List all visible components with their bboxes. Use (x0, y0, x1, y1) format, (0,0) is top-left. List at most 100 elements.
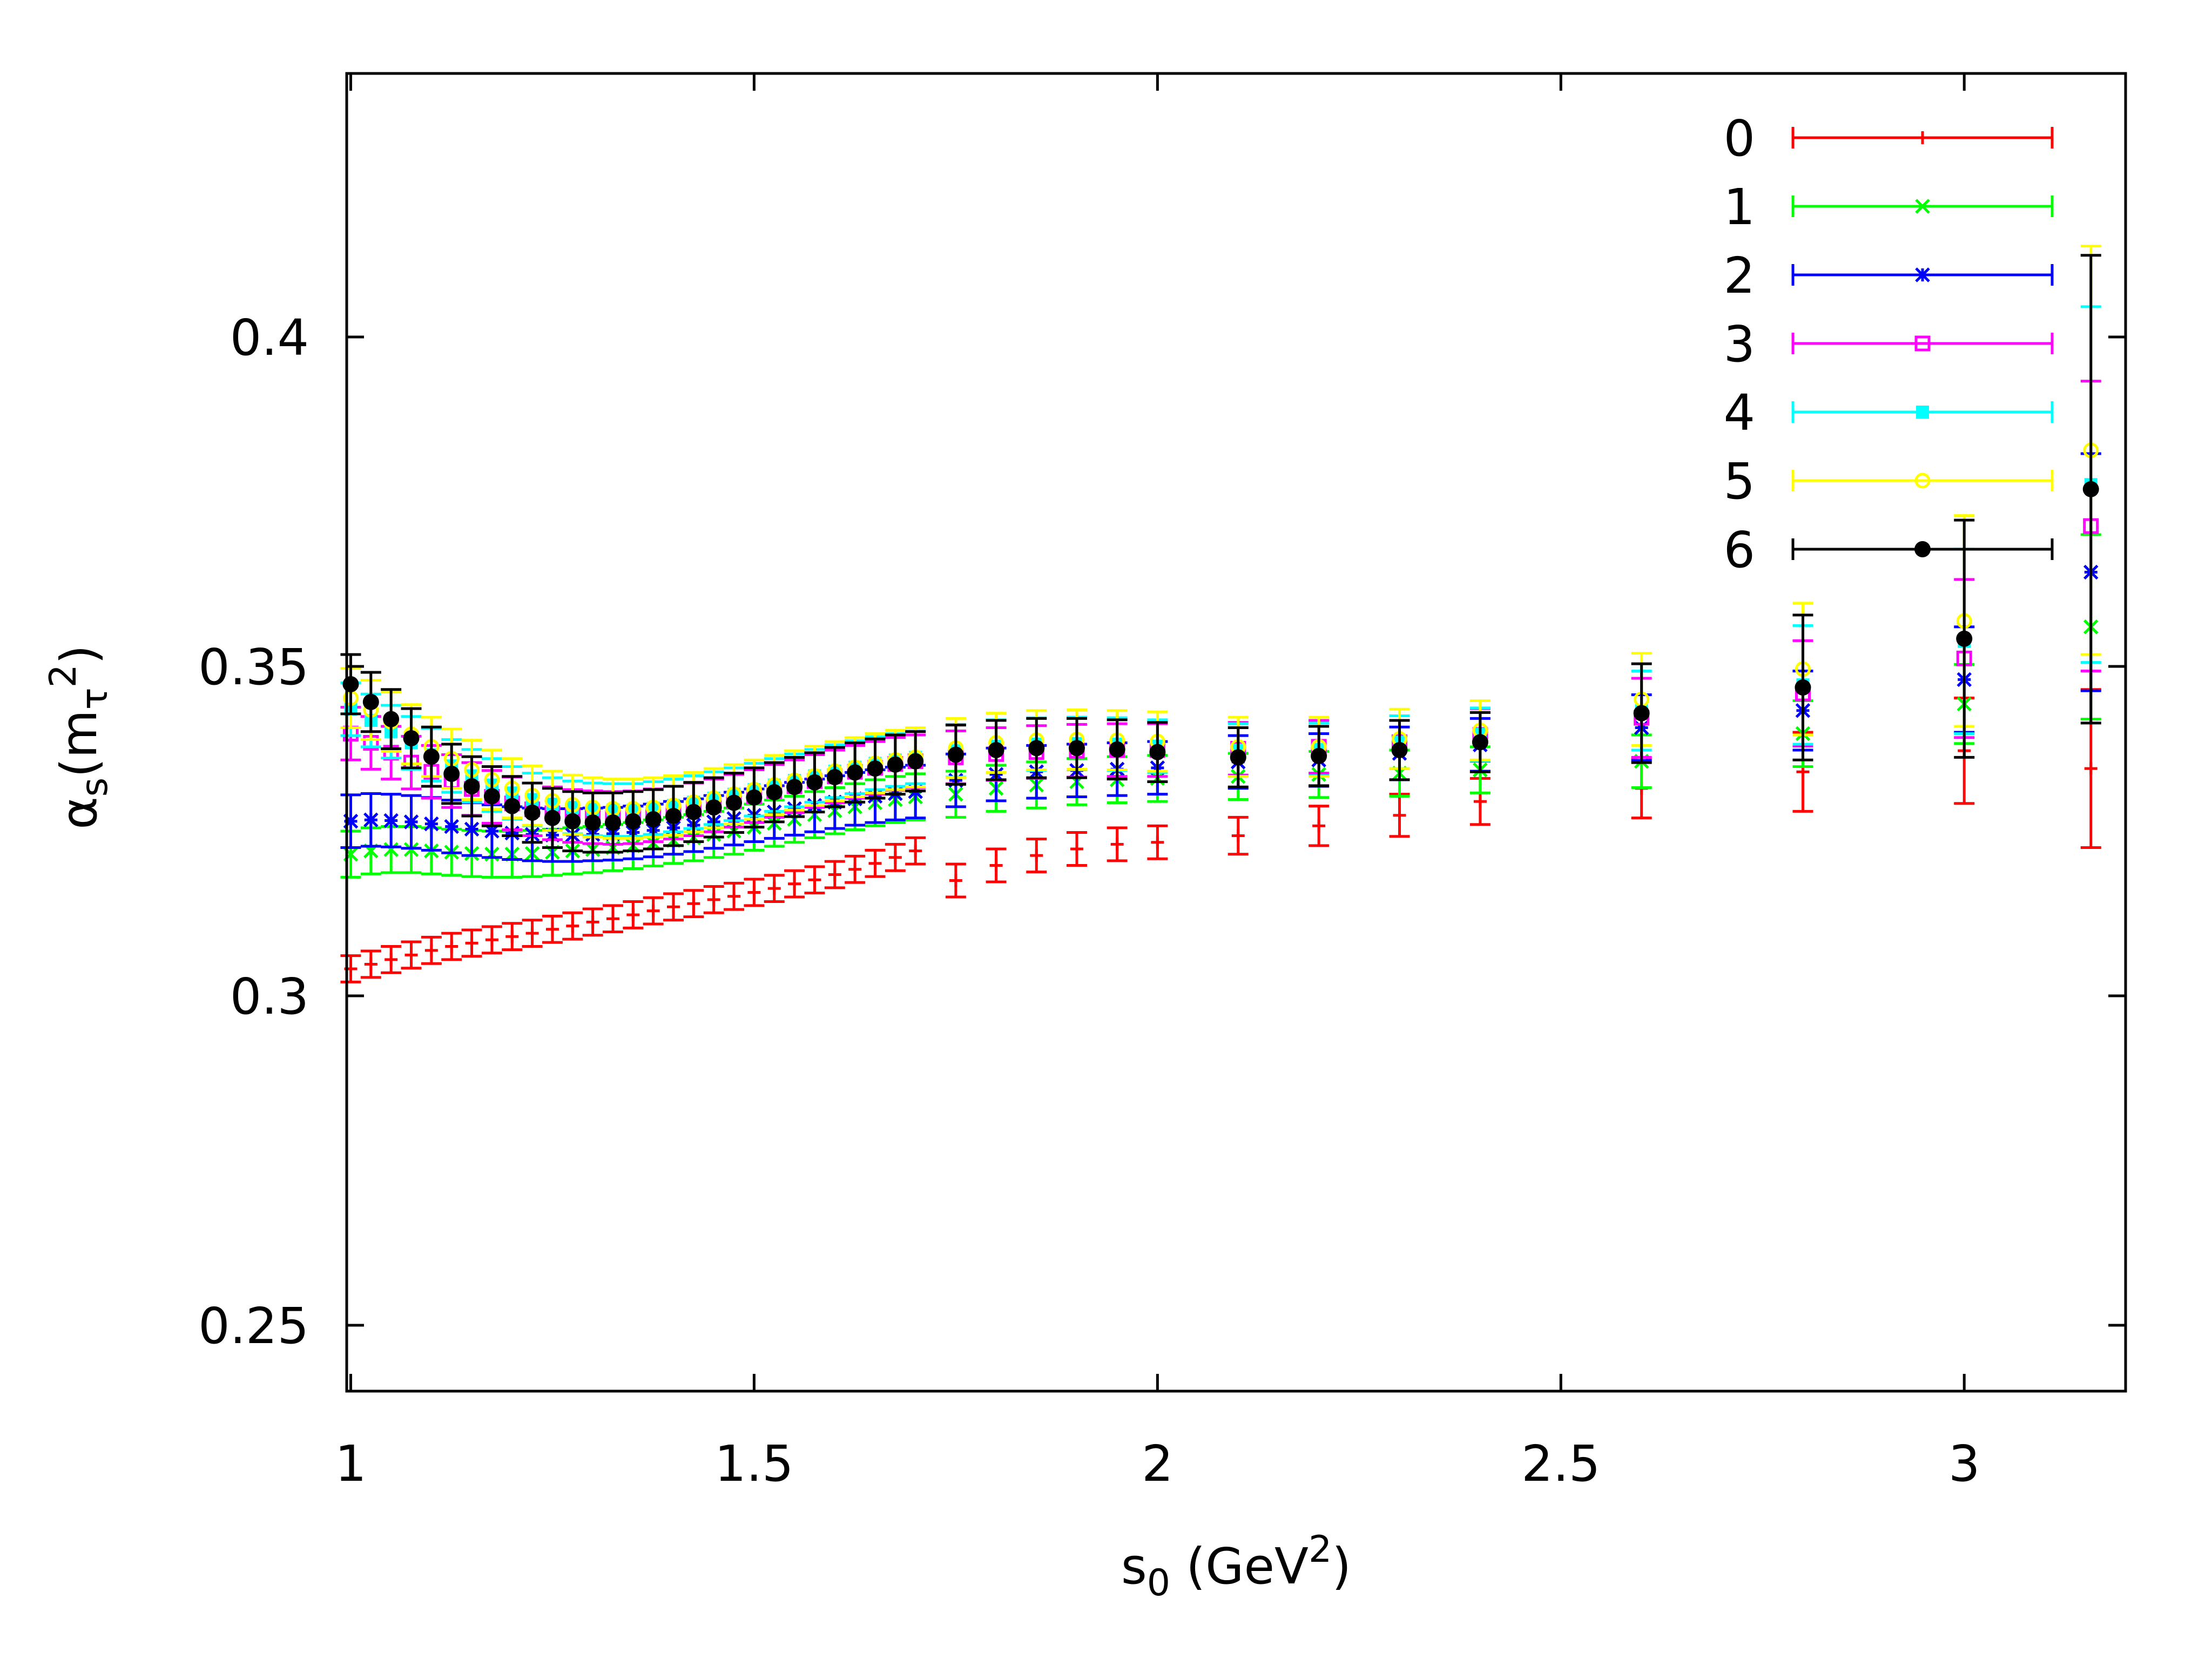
data-point (826, 768, 843, 785)
data-point (483, 788, 500, 805)
data-point (707, 893, 720, 906)
plot-frame (345, 72, 2127, 1393)
data-point (746, 789, 763, 806)
data-point (788, 877, 801, 891)
data-point (786, 779, 803, 795)
data-point (424, 943, 438, 957)
data-point (887, 756, 903, 773)
data-point (584, 814, 601, 831)
data-point (1393, 808, 1406, 822)
x-tick-label: 3 (1948, 1435, 1980, 1493)
x-axis-label-end: ) (1332, 1537, 1351, 1595)
x-axis-label-rest: (GeV (1170, 1537, 1309, 1595)
data-point (626, 908, 640, 921)
data-point (727, 889, 741, 903)
legend-entry-5: 5 (1723, 453, 2054, 510)
data-point (2082, 481, 2099, 497)
legend-marker (1916, 406, 1929, 419)
data-point (828, 868, 841, 881)
data-point (383, 813, 399, 828)
data-point (504, 798, 521, 814)
data-point (1070, 842, 1083, 855)
data-point (443, 765, 460, 782)
data-point (362, 693, 379, 710)
data-point (685, 804, 702, 820)
legend-entry-4: 4 (1723, 384, 2054, 442)
data-point (463, 778, 480, 795)
data-point (586, 915, 599, 929)
data-point (1068, 740, 1085, 757)
data-point (847, 764, 864, 781)
data-point (1231, 829, 1245, 842)
data-point (1028, 740, 1045, 757)
data-point (1956, 630, 1973, 647)
data-point (383, 842, 399, 857)
data-point (989, 859, 1003, 872)
data-point (645, 811, 662, 828)
y-tick-label: 0.35 (198, 638, 309, 696)
x-tick-label: 1 (335, 1435, 367, 1493)
data-point (484, 824, 500, 839)
axes-layer: 1 1.5 2 2.5 3 0.25 0.3 0.35 0.4 (198, 72, 2127, 1493)
data-point (606, 912, 619, 926)
legend-label: 1 (1723, 178, 1755, 236)
legend-marker (1915, 199, 1930, 214)
data-point (646, 904, 660, 918)
data-point (564, 813, 581, 830)
data-point (364, 957, 377, 971)
legend-entry-0: 0 (1723, 110, 2054, 167)
data-point (766, 784, 783, 801)
legend-label: 2 (1723, 247, 1755, 305)
data-point (988, 741, 1004, 758)
legend-marker (1914, 335, 1931, 352)
data-point (465, 936, 478, 950)
data-point (566, 919, 579, 933)
x-tick-label: 1.5 (714, 1435, 793, 1493)
data-point (1110, 838, 1124, 851)
data-point (867, 760, 884, 777)
data-point (848, 862, 862, 876)
legend-label: 3 (1723, 315, 1755, 373)
data-point (1109, 741, 1125, 758)
data-point (1312, 819, 1326, 833)
data-point (808, 873, 821, 887)
x-tick-label: 2.5 (1521, 1435, 1600, 1493)
x-axis-label-sub: 0 (1147, 1562, 1170, 1604)
data-point (767, 882, 781, 895)
data-point (385, 953, 398, 966)
data-point (383, 711, 400, 727)
legend-marker (1916, 131, 1929, 144)
plot-marks (340, 245, 2101, 983)
y-tick-label: 0.4 (230, 309, 309, 367)
data-point (1795, 679, 1811, 696)
data-point (343, 813, 359, 829)
data-point (687, 897, 700, 911)
legend-marker (1914, 541, 1931, 557)
y-axis-label-open: (m (50, 710, 108, 778)
legend-entry-2: 2 (1723, 247, 2054, 305)
data-point (1633, 705, 1650, 721)
legend-label: 0 (1723, 110, 1755, 167)
data-point (909, 844, 922, 858)
legend-error-bar (1791, 333, 2054, 354)
data-point (403, 814, 419, 830)
data-point (544, 810, 561, 826)
data-point (665, 807, 682, 824)
data-point (947, 746, 964, 763)
x-axis-label: s0 (GeV2) (1121, 1528, 1351, 1604)
data-point (806, 774, 823, 791)
data-point (888, 851, 902, 864)
data-point (705, 799, 722, 816)
legend-error-bar (1791, 470, 2054, 491)
y-tick-label: 0.25 (198, 1297, 309, 1355)
data-point (1149, 744, 1166, 760)
x-tick-label: 2 (1142, 1435, 1174, 1493)
data-point (949, 874, 962, 887)
data-point (907, 753, 924, 770)
y-axis-label-sub: s (73, 778, 116, 797)
data-point (1391, 741, 1408, 758)
data-point (545, 922, 559, 936)
data-point (625, 813, 642, 830)
